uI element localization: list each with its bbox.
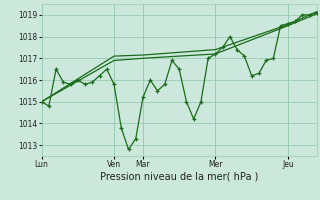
X-axis label: Pression niveau de la mer( hPa ): Pression niveau de la mer( hPa ) xyxy=(100,172,258,182)
